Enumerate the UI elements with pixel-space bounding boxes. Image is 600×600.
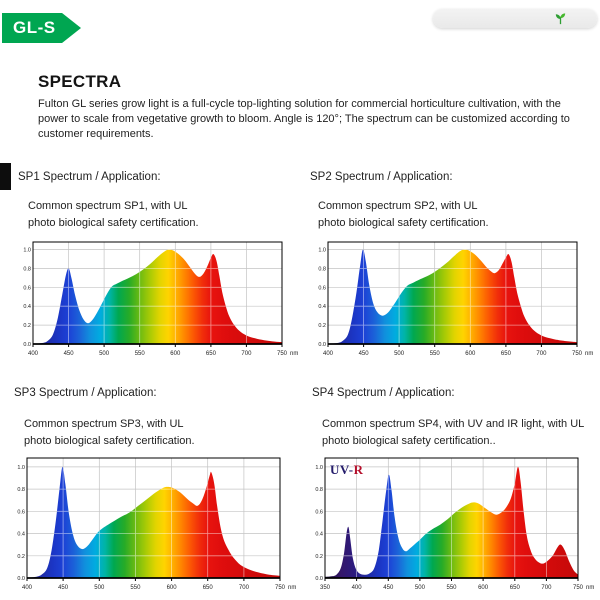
svg-text:450: 450 <box>383 585 394 591</box>
sp2-section-desc: Common spectrum SP2, with UL photo biolo… <box>318 200 489 230</box>
svg-text:0.0: 0.0 <box>318 342 326 348</box>
svg-text:0.6: 0.6 <box>17 509 25 515</box>
svg-text:350: 350 <box>320 585 331 591</box>
svg-text:nm: nm <box>288 585 296 591</box>
spectrum-area <box>328 249 577 344</box>
sp4-section-desc: Common spectrum SP4, with UV and IR ligh… <box>322 418 585 448</box>
svg-text:400: 400 <box>22 585 33 591</box>
svg-text:0.6: 0.6 <box>315 509 323 515</box>
svg-text:0.0: 0.0 <box>315 576 323 582</box>
svg-text:450: 450 <box>64 351 75 357</box>
spectrum-chart-svg: 400 450 500 550 600 650 700 750 nm 0.0 0.2 0.4 0.6 0.… <box>17 457 296 591</box>
svg-text:450: 450 <box>359 351 370 357</box>
svg-text:600: 600 <box>478 585 489 591</box>
spectrum-area <box>33 249 282 344</box>
sp3-spectrum-chart: 400 450 500 550 600 650 700 750 nm 0.0 0.2 0.4 0.6 0.… <box>13 452 298 600</box>
svg-text:650: 650 <box>501 351 512 357</box>
svg-text:1.0: 1.0 <box>318 248 326 254</box>
uv-r-annotation: UV-R <box>330 462 364 477</box>
sp2-spectrum-chart: 400 450 500 550 600 650 700 750 nm 0.0 0.2 0.4 0.6 0.… <box>314 236 595 367</box>
page-title: SPECTRA <box>38 72 122 91</box>
sp1-spectrum-chart: 400 450 500 550 600 650 700 750 nm 0.0 0.2 0.4 0.6 0.… <box>19 236 300 367</box>
page-corner-tab <box>433 9 597 28</box>
svg-text:550: 550 <box>430 351 441 357</box>
svg-text:500: 500 <box>394 351 405 357</box>
svg-text:nm: nm <box>585 351 593 357</box>
svg-text:550: 550 <box>446 585 457 591</box>
svg-text:550: 550 <box>130 585 141 591</box>
svg-text:0.6: 0.6 <box>23 285 31 291</box>
svg-text:400: 400 <box>323 351 334 357</box>
svg-text:0.8: 0.8 <box>318 266 326 272</box>
svg-text:600: 600 <box>167 585 178 591</box>
svg-text:0.8: 0.8 <box>17 487 25 493</box>
spectrum-chart-svg: 400 450 500 550 600 650 700 750 nm 0.0 0.2 0.4 0.6 0.… <box>318 241 593 357</box>
svg-text:1.0: 1.0 <box>23 248 31 254</box>
svg-text:0.0: 0.0 <box>23 342 31 348</box>
svg-text:750: 750 <box>275 585 286 591</box>
svg-text:650: 650 <box>206 351 217 357</box>
svg-text:550: 550 <box>135 351 146 357</box>
spectrum-chart-svg: 350 400 450 500 550 600 650 700 750 nm 0.0 0.2 0.4 0.… <box>315 457 594 591</box>
svg-text:650: 650 <box>203 585 214 591</box>
series-badge-label: GL-S <box>13 18 56 37</box>
svg-text:0.0: 0.0 <box>17 576 25 582</box>
intro-paragraph: Fulton GL series grow light is a full-cy… <box>38 98 570 141</box>
svg-text:700: 700 <box>241 351 252 357</box>
series-badge: GL-S <box>2 13 81 43</box>
svg-text:0.2: 0.2 <box>23 323 31 329</box>
spectrum-chart-svg: 400 450 500 550 600 650 700 750 nm 0.0 0.2 0.4 0.6 0.… <box>23 241 298 357</box>
svg-text:500: 500 <box>415 585 426 591</box>
sp3-section-title: SP3 Spectrum / Application: <box>14 387 157 399</box>
svg-text:700: 700 <box>541 585 552 591</box>
svg-text:700: 700 <box>536 351 547 357</box>
svg-text:0.4: 0.4 <box>17 532 25 538</box>
svg-text:400: 400 <box>352 585 363 591</box>
sp4-section-title: SP4 Spectrum / Application: <box>312 387 455 399</box>
svg-text:0.2: 0.2 <box>318 323 326 329</box>
svg-text:750: 750 <box>572 351 583 357</box>
plant-icon <box>555 13 566 25</box>
svg-text:1.0: 1.0 <box>17 465 25 471</box>
svg-text:0.2: 0.2 <box>17 554 25 560</box>
svg-text:0.8: 0.8 <box>23 266 31 272</box>
sp3-section-desc: Common spectrum SP3, with UL photo biolo… <box>24 418 195 448</box>
svg-text:750: 750 <box>573 585 584 591</box>
section-bullet-square <box>0 163 11 190</box>
spectrum-area <box>27 466 280 578</box>
svg-text:650: 650 <box>510 585 521 591</box>
svg-text:500: 500 <box>94 585 105 591</box>
svg-text:450: 450 <box>58 585 69 591</box>
svg-text:400: 400 <box>28 351 39 357</box>
svg-text:0.4: 0.4 <box>315 532 323 538</box>
svg-text:0.4: 0.4 <box>23 304 31 310</box>
svg-text:750: 750 <box>277 351 288 357</box>
svg-text:nm: nm <box>586 585 594 591</box>
svg-text:0.8: 0.8 <box>315 487 323 493</box>
svg-text:1.0: 1.0 <box>315 465 323 471</box>
svg-text:0.6: 0.6 <box>318 285 326 291</box>
svg-text:600: 600 <box>465 351 476 357</box>
sp1-section-desc: Common spectrum SP1, with UL photo biolo… <box>28 200 199 230</box>
svg-text:500: 500 <box>99 351 110 357</box>
sp1-section-title: SP1 Spectrum / Application: <box>18 171 161 183</box>
svg-text:0.2: 0.2 <box>315 554 323 560</box>
sp2-section-title: SP2 Spectrum / Application: <box>310 171 453 183</box>
svg-text:0.4: 0.4 <box>318 304 326 310</box>
svg-text:700: 700 <box>239 585 250 591</box>
svg-text:600: 600 <box>170 351 181 357</box>
svg-text:nm: nm <box>290 351 298 357</box>
sp4-spectrum-chart: 350 400 450 500 550 600 650 700 750 nm 0.0 0.2 0.4 0.… <box>311 452 596 600</box>
